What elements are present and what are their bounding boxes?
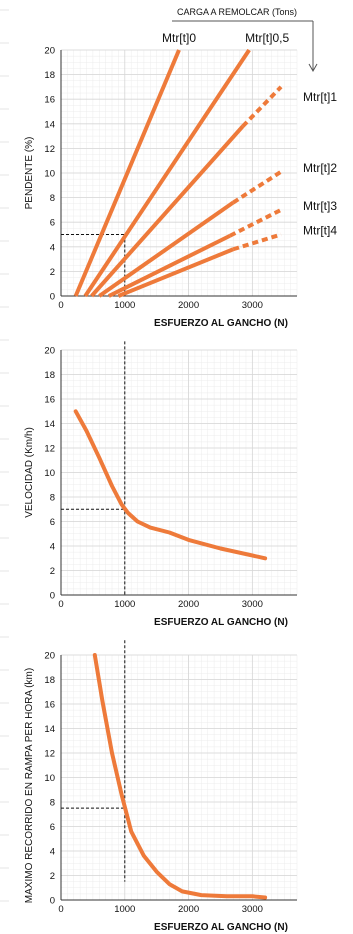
- y-tick-label: 14: [44, 119, 55, 130]
- series-line: [107, 233, 231, 298]
- x-tick-label: 3000: [242, 599, 263, 610]
- y-tick-label: 0: [50, 591, 55, 602]
- series-label: Mtr[t]2: [303, 161, 337, 175]
- y-tick-label: 2: [50, 267, 55, 278]
- y-tick-label: 16: [44, 700, 55, 711]
- y-tick-label: 12: [44, 444, 55, 455]
- series-line: [73, 49, 181, 297]
- series-label: Mtr[t]3: [303, 199, 337, 213]
- y-tick-label: 2: [50, 566, 55, 577]
- series-label: Mtr[t]1: [303, 90, 337, 104]
- y-tick-label: 10: [44, 169, 55, 180]
- y-tick-label: 20: [44, 651, 55, 662]
- series-line: [83, 48, 251, 298]
- x-axis-title: ESFUERZO AL GANCHO (N): [154, 922, 288, 933]
- y-tick-label: 6: [50, 517, 55, 528]
- x-tick-label: 3000: [242, 904, 263, 915]
- x-tick-label: 1000: [114, 300, 135, 311]
- y-tick-label: 18: [44, 675, 55, 686]
- y-tick-label: 8: [50, 493, 55, 504]
- y-tick-label: 6: [50, 822, 55, 833]
- y-tick-label: 12: [44, 144, 55, 155]
- y-tick-label: 14: [44, 724, 55, 735]
- y-tick-label: 16: [44, 395, 55, 406]
- series-label: Mtr[t]4: [303, 224, 337, 238]
- y-tick-label: 16: [44, 95, 55, 106]
- x-tick-label: 0: [58, 599, 63, 610]
- series-label: Mtr[t]0,5: [245, 31, 289, 45]
- x-tick-label: 3000: [242, 300, 263, 311]
- load-label: CARGA A REMOLCAR (Tons): [177, 7, 297, 17]
- y-tick-label: 8: [50, 798, 55, 809]
- y-tick-label: 4: [50, 242, 55, 253]
- load-arrow: [172, 20, 318, 73]
- x-tick-label: 2000: [178, 904, 199, 915]
- x-tick-label: 2000: [178, 599, 199, 610]
- x-tick-label: 0: [58, 300, 63, 311]
- x-tick-label: 2000: [178, 300, 199, 311]
- y-tick-label: 0: [50, 896, 55, 907]
- series-line-dashed: [232, 232, 282, 252]
- y-tick-label: 0: [50, 292, 55, 303]
- series-curve: [73, 409, 268, 561]
- y-axis-title: PENDENTE (%): [24, 137, 35, 210]
- chart-velocidad: 0 2 4 6 8 10 12 14 16 18 20 0 1000 2000 3000 ESFUERZO A…: [24, 341, 298, 628]
- y-tick-label: 14: [44, 419, 55, 430]
- series-curve: [92, 653, 268, 900]
- y-axis-title: MAXIMO RECORRIDO EN RAMPA PER HORA (km): [24, 668, 35, 903]
- y-tick-label: 18: [44, 370, 55, 381]
- x-tick-label: 1000: [114, 904, 135, 915]
- y-tick-label: 18: [44, 70, 55, 81]
- chart-recorrido: 0 2 4 6 8 10 12 14 16 18 20 0 1000 2000 3000 ESFUERZO A…: [24, 640, 298, 933]
- series-line: [90, 124, 245, 298]
- x-axis-title: ESFUERZO AL GANCHO (N): [154, 617, 288, 628]
- y-tick-label: 2: [50, 871, 55, 882]
- x-tick-label: 0: [58, 904, 63, 915]
- series-label: Mtr[t]0: [162, 31, 196, 45]
- y-tick-label: 4: [50, 847, 55, 858]
- chart-pendiente: 0 2 4 6 8 10 12 14 16 18 20 0 1000 2000 3000 ESFUERZO A…: [24, 31, 337, 329]
- series-line-dashed: [241, 85, 283, 128]
- y-tick-label: 6: [50, 218, 55, 229]
- x-tick-label: 1000: [114, 599, 135, 610]
- y-tick-label: 4: [50, 542, 55, 553]
- series-line-dashed: [229, 208, 282, 238]
- series-line: [98, 200, 235, 298]
- y-tick-label: 8: [50, 193, 55, 204]
- y-tick-label: 10: [44, 468, 55, 479]
- y-tick-label: 10: [44, 773, 55, 784]
- series-line: [117, 247, 234, 298]
- y-tick-label: 20: [44, 346, 55, 357]
- x-axis-title: ESFUERZO AL GANCHO (N): [154, 318, 288, 329]
- y-tick-label: 12: [44, 749, 55, 760]
- y-axis-title: VELOCIDAD (Km/h): [24, 427, 35, 518]
- y-tick-label: 20: [44, 46, 55, 57]
- left-edge-rules: [0, 9, 9, 902]
